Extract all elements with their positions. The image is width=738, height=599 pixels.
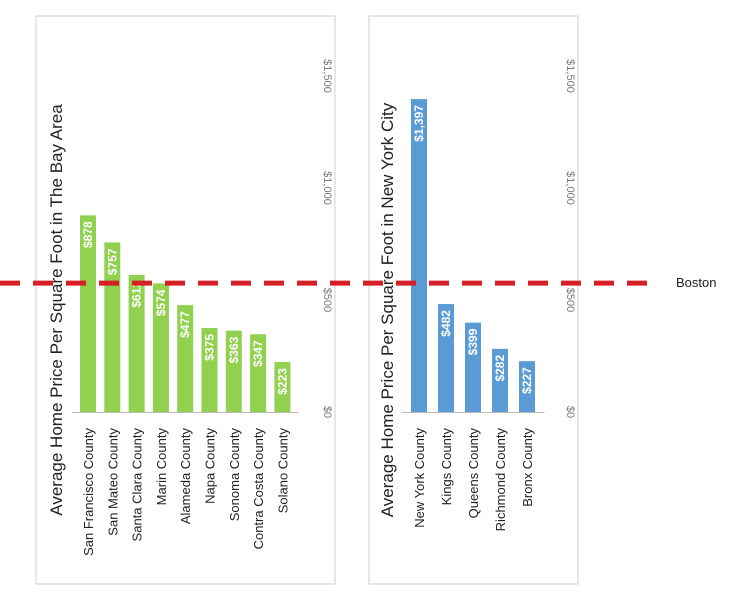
bar-value-label: $227 [520, 367, 534, 394]
bar-value-label: $282 [493, 355, 507, 382]
category-label: Marin County [154, 428, 169, 506]
y-tick-label: $1,000 [564, 171, 576, 205]
bar-value-label: $612 [130, 281, 144, 308]
chart-panel-2: Average Home Price Per Square Foot in Ne… [368, 15, 579, 585]
bar [80, 215, 96, 412]
chart-panel-1: Average Home Price Per Square Foot in Th… [35, 15, 336, 585]
bar-value-label: $1,397 [412, 105, 426, 142]
category-label: Santa Clara County [130, 428, 145, 542]
category-label: Alameda County [178, 428, 193, 525]
y-tick-label: $500 [321, 288, 333, 312]
bar-value-label: $399 [466, 328, 480, 355]
category-label: Solano County [275, 428, 290, 514]
category-label: New York County [412, 428, 427, 528]
bar [201, 328, 218, 412]
bar-value-label: $574 [154, 289, 168, 316]
category-label: San Mateo County [105, 428, 120, 536]
bar [152, 283, 169, 412]
category-label: Bronx County [520, 428, 535, 507]
category-label: Richmond County [493, 428, 508, 532]
y-tick-label: $1,500 [564, 59, 576, 93]
bar-value-label: $363 [227, 336, 241, 363]
bar [411, 99, 427, 413]
bar [519, 361, 535, 412]
bar [492, 348, 508, 412]
bar [128, 274, 145, 412]
y-tick-label: $0 [321, 406, 333, 418]
bar-value-label: $757 [105, 248, 119, 275]
category-label: Contra Costa County [251, 428, 266, 550]
bar [438, 304, 454, 412]
bar-value-label: $375 [203, 334, 217, 361]
bar [274, 362, 291, 412]
chart-title: Average Home Price Per Square Foot in Ne… [378, 102, 397, 517]
chart-frame [368, 15, 579, 585]
y-tick-label: $1,500 [321, 59, 333, 93]
category-label: Kings County [439, 428, 454, 506]
y-tick-label: $0 [564, 406, 576, 418]
bar-value-label: $482 [439, 310, 453, 337]
y-tick-label: $500 [564, 288, 576, 312]
bar [225, 330, 242, 412]
bar [250, 334, 267, 412]
category-label: Sonoma County [227, 428, 242, 522]
category-label: Napa County [203, 428, 218, 504]
category-label: San Francisco County [81, 428, 96, 556]
chart-title: Average Home Price Per Square Foot in Th… [47, 104, 66, 516]
bar-value-label: $477 [178, 311, 192, 338]
reference-line-label: Boston [676, 275, 716, 290]
bar-value-label: $878 [81, 221, 95, 248]
y-tick-label: $1,000 [321, 171, 333, 205]
category-label: Queens County [466, 428, 481, 519]
bar [177, 305, 194, 412]
bar-value-label: $347 [251, 340, 265, 367]
bar [465, 322, 481, 412]
bar-value-label: $223 [275, 368, 289, 395]
